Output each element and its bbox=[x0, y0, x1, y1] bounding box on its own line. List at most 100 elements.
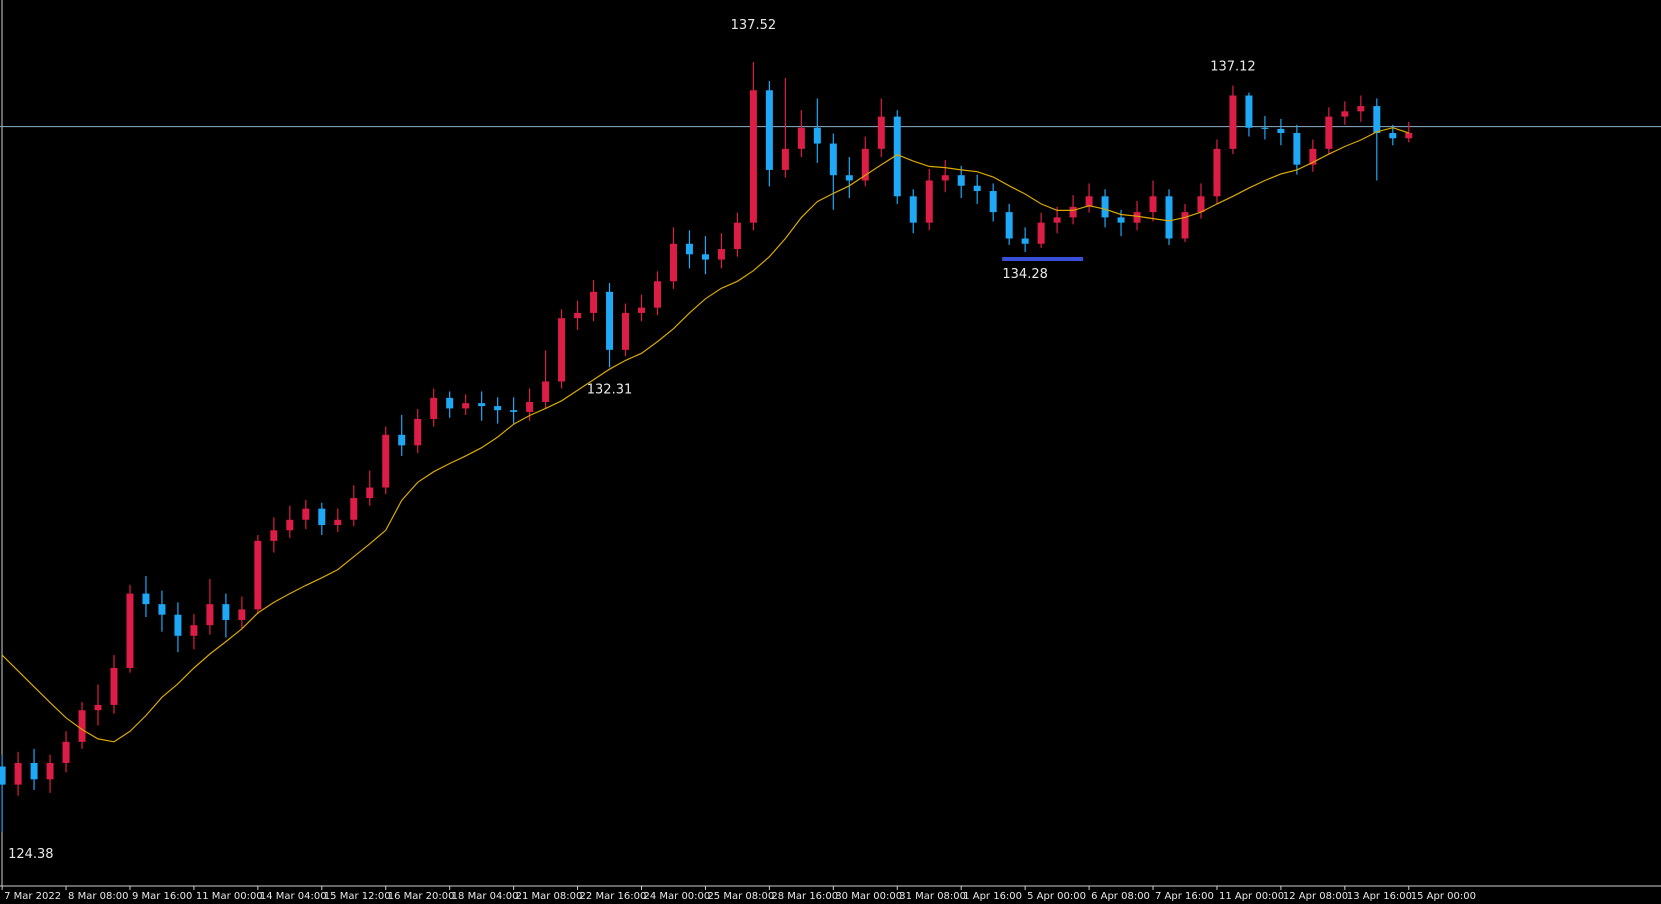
candle-body bbox=[813, 127, 821, 144]
candle-body bbox=[270, 530, 278, 541]
candle-body bbox=[222, 604, 230, 620]
candle-body bbox=[462, 403, 470, 409]
candle-body bbox=[829, 143, 837, 176]
candle-body bbox=[606, 291, 614, 350]
x-tick-label: 12 Apr 08:00 bbox=[1283, 891, 1348, 902]
candle-body bbox=[46, 762, 54, 780]
candle-body bbox=[334, 519, 342, 526]
candle-body bbox=[510, 410, 518, 412]
candle-body bbox=[893, 116, 901, 197]
candle-body bbox=[142, 593, 150, 605]
candle-body bbox=[733, 222, 741, 250]
candle-body bbox=[877, 116, 885, 149]
x-tick-label: 6 Apr 08:00 bbox=[1091, 891, 1150, 902]
candle-body bbox=[558, 318, 566, 382]
x-tick-label: 16 Mar 20:00 bbox=[388, 891, 455, 902]
candle-body bbox=[1149, 196, 1157, 213]
candle-body bbox=[1245, 95, 1253, 128]
price-annotation: 132.31 bbox=[587, 382, 633, 397]
x-tick-label: 8 Mar 08:00 bbox=[68, 891, 128, 902]
candle-body bbox=[1373, 106, 1381, 134]
candle-body bbox=[126, 593, 134, 669]
x-tick-label: 1 Apr 16:00 bbox=[963, 891, 1022, 902]
candle-body bbox=[717, 249, 725, 260]
candle-body bbox=[302, 508, 310, 520]
candle-body bbox=[1389, 133, 1397, 139]
price-annotation: 137.12 bbox=[1210, 60, 1256, 75]
candle-body bbox=[669, 243, 677, 282]
price-annotation: 124.38 bbox=[8, 847, 54, 862]
moving-average bbox=[1, 127, 1409, 743]
candle-body bbox=[1101, 196, 1109, 218]
x-tick-label: 18 Mar 04:00 bbox=[452, 891, 519, 902]
candle-body bbox=[238, 609, 246, 620]
candle-body bbox=[350, 498, 358, 520]
candle-body bbox=[1277, 128, 1285, 134]
x-tick-label: 14 Mar 04:00 bbox=[260, 891, 327, 902]
candle-body bbox=[845, 175, 853, 181]
candle-body bbox=[1229, 95, 1237, 149]
candle-body bbox=[542, 381, 550, 402]
candle-body bbox=[1053, 217, 1061, 223]
x-tick-label: 5 Apr 00:00 bbox=[1027, 891, 1086, 902]
x-tick-label: 7 Mar 2022 bbox=[4, 891, 61, 902]
candle-body bbox=[110, 668, 118, 705]
x-tick-label: 21 Mar 08:00 bbox=[516, 891, 583, 902]
candle-body bbox=[446, 397, 454, 409]
candle-body bbox=[478, 403, 486, 407]
x-tick-label: 9 Mar 16:00 bbox=[132, 891, 192, 902]
candle-body bbox=[1405, 133, 1413, 139]
candle-body bbox=[957, 175, 965, 186]
candle-body bbox=[1165, 196, 1173, 239]
x-tick-label: 22 Mar 16:00 bbox=[580, 891, 647, 902]
candle-body bbox=[398, 434, 406, 446]
price-annotation: 137.52 bbox=[731, 18, 777, 33]
candle-body bbox=[414, 418, 422, 446]
candle-body bbox=[861, 148, 869, 181]
candle-body bbox=[526, 401, 534, 412]
candle-body bbox=[30, 762, 38, 780]
candle-body bbox=[1117, 217, 1125, 223]
candle-body bbox=[366, 487, 374, 499]
candle-body bbox=[749, 90, 757, 223]
candle-body bbox=[494, 406, 502, 411]
x-tick-label: 15 Mar 12:00 bbox=[324, 891, 391, 902]
candle-body bbox=[62, 741, 70, 763]
candle-body bbox=[0, 766, 6, 785]
candle-body bbox=[158, 604, 166, 615]
candle-body bbox=[941, 175, 949, 181]
candle-body bbox=[653, 281, 661, 308]
candle-body bbox=[190, 625, 198, 636]
candle-body bbox=[1261, 127, 1269, 129]
candle-body bbox=[254, 540, 262, 610]
candle-body bbox=[1133, 212, 1141, 223]
x-tick-label: 11 Mar 00:00 bbox=[196, 891, 263, 902]
candle-body bbox=[1069, 206, 1077, 218]
candle-body bbox=[14, 762, 22, 785]
x-tick-label: 11 Apr 00:00 bbox=[1219, 891, 1284, 902]
x-tick-label: 30 Mar 00:00 bbox=[835, 891, 902, 902]
candle-body bbox=[973, 185, 981, 192]
candle-body bbox=[638, 307, 645, 313]
candle-body bbox=[909, 196, 917, 223]
candle-body bbox=[174, 614, 182, 636]
candle-body bbox=[430, 397, 438, 419]
candle-body bbox=[622, 312, 630, 350]
candle-body bbox=[1293, 133, 1301, 165]
candle-body bbox=[1197, 196, 1205, 213]
x-tick-label: 25 Mar 08:00 bbox=[707, 891, 774, 902]
candle-body bbox=[1309, 148, 1317, 165]
candle-body bbox=[382, 434, 390, 488]
candle-body bbox=[590, 291, 598, 313]
candle-body bbox=[1341, 111, 1349, 117]
candle-body bbox=[318, 508, 326, 526]
candle-body bbox=[1213, 148, 1221, 197]
x-tick-label: 24 Mar 00:00 bbox=[644, 891, 711, 902]
x-tick-label: 28 Mar 16:00 bbox=[771, 891, 838, 902]
candle-body bbox=[1181, 212, 1189, 239]
candle-body bbox=[1085, 196, 1093, 207]
candle-body bbox=[78, 710, 86, 742]
candle-body bbox=[925, 180, 933, 223]
